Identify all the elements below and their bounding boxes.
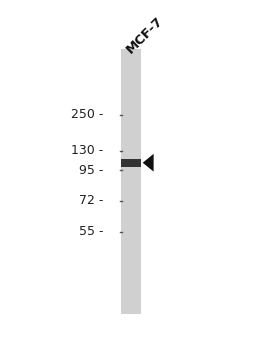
Bar bbox=[121, 159, 141, 167]
Text: 250 -: 250 - bbox=[71, 108, 103, 121]
Text: 130 -: 130 - bbox=[71, 144, 103, 157]
Bar bbox=[121, 49, 141, 314]
Polygon shape bbox=[143, 154, 154, 172]
Text: 55 -: 55 - bbox=[79, 225, 103, 238]
Text: 95 -: 95 - bbox=[79, 164, 103, 177]
Text: MCF-7: MCF-7 bbox=[124, 14, 166, 56]
Text: 72 -: 72 - bbox=[79, 194, 103, 207]
